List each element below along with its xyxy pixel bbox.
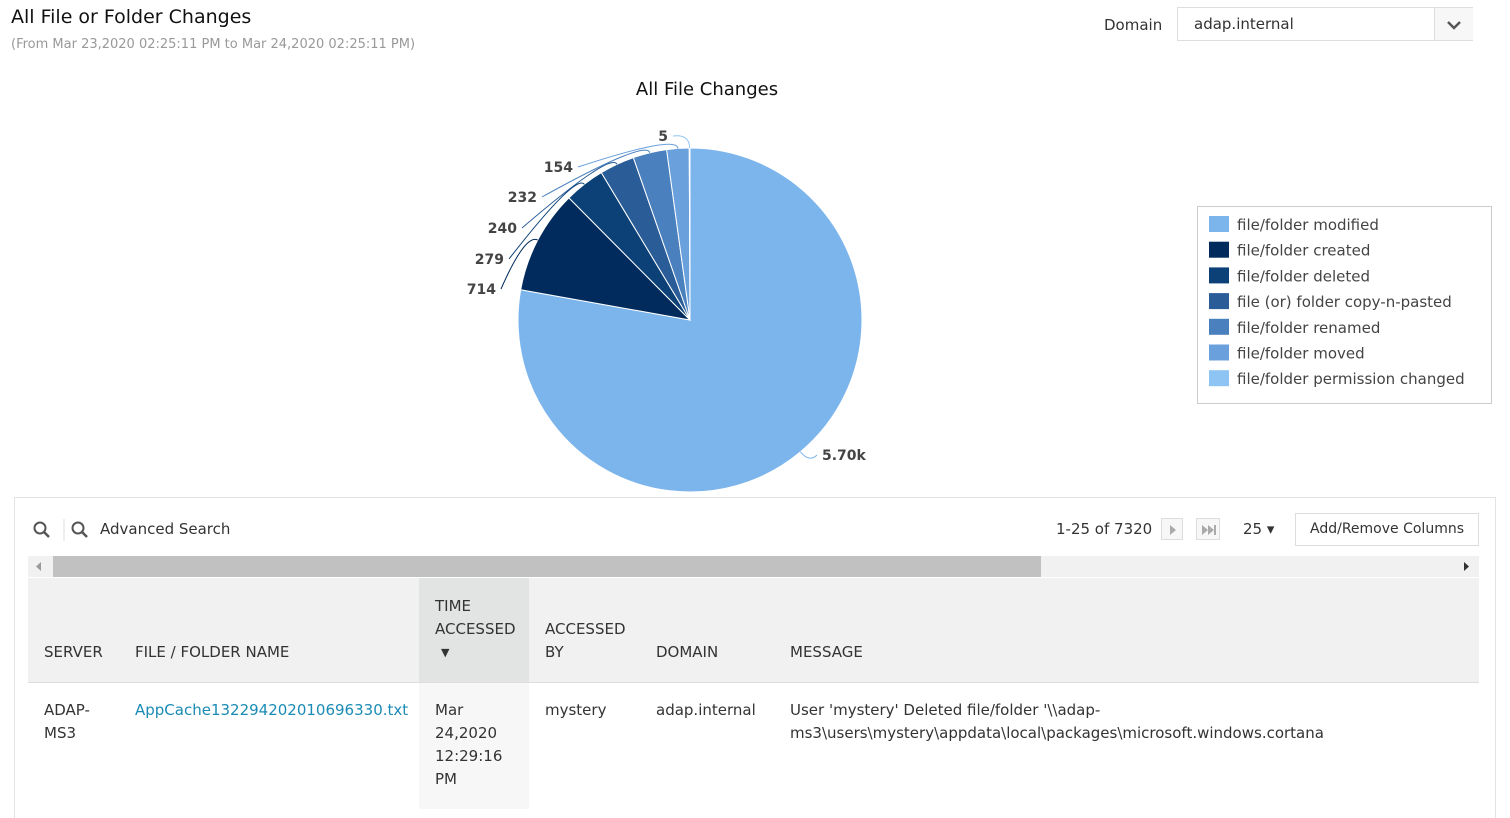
legend-swatch	[1209, 344, 1229, 361]
table-cell: ADAP-MS3	[28, 683, 119, 810]
column-header[interactable]: SERVER	[28, 578, 119, 683]
label-connector	[521, 162, 618, 229]
page-title: All File or Folder Changes	[11, 6, 252, 28]
paging-info: 1-25 of 7320	[1056, 520, 1153, 538]
legend-label: file/folder renamed	[1237, 319, 1380, 337]
scroll-left[interactable]	[34, 561, 44, 572]
legend-label: file (or) folder copy-n-pasted	[1237, 293, 1452, 311]
column-header[interactable]: TIME ACCESSED ▼	[419, 578, 529, 683]
h-scrollbar[interactable]	[28, 556, 1479, 577]
column-header[interactable]: FILE / FOLDER NAME	[119, 578, 419, 683]
domain-select[interactable]: adap.internal	[1177, 7, 1473, 41]
chart-title: All File Changes	[636, 79, 778, 100]
data-label: 714	[467, 282, 496, 298]
legend-label: file/folder created	[1237, 242, 1370, 260]
scroll-right[interactable]	[1462, 561, 1472, 572]
pie-slice	[688, 147, 691, 321]
page-size[interactable]: 25 ▾	[1243, 520, 1275, 538]
legend-swatch	[1209, 241, 1229, 258]
column-title: DOMAIN	[656, 643, 719, 661]
data-table: SERVER FILE / FOLDER NAME TIME ACCESSED ▼ AC…	[28, 578, 1479, 809]
dropdown-button[interactable]	[1434, 8, 1473, 40]
table-cell: Mar 24,2020 12:29:16 PM	[419, 682, 529, 809]
data-label: 5.70k	[822, 448, 867, 464]
grid-panel	[14, 497, 1496, 818]
legend-swatch	[1209, 370, 1229, 387]
column-title: FILE / FOLDER NAME	[135, 643, 290, 661]
legend-swatch	[1209, 318, 1229, 335]
table-row: ADAP-MS3 AppCache132294202010696330.txt Ma…	[28, 682, 1479, 810]
header-row: SERVER FILE / FOLDER NAME TIME ACCESSED ▼ AC…	[28, 578, 1479, 683]
column-title: ACCESSED BY	[545, 620, 626, 661]
legend-box	[1197, 206, 1492, 404]
column-header[interactable]: MESSAGE	[774, 578, 1479, 683]
data-label: 240	[488, 221, 517, 237]
data-label: 5	[658, 129, 668, 145]
pie-slice	[520, 197, 692, 321]
legend-label: file/folder modified	[1237, 216, 1379, 234]
last-page[interactable]	[1196, 518, 1220, 540]
advanced-search[interactable]: Advanced Search	[100, 520, 231, 538]
data-label: 279	[475, 252, 504, 268]
label-connector	[800, 451, 818, 459]
cell-text: adap.internal	[656, 701, 756, 719]
next-icon	[1170, 525, 1176, 535]
chart: All File Changes 5.70k 714 279 240 232 154 5 fi…	[467, 79, 1492, 493]
data-label: 154	[544, 160, 573, 176]
legend-label: file/folder moved	[1237, 345, 1365, 363]
last-icon	[1202, 525, 1216, 535]
sort-indicator: ▼	[441, 646, 450, 659]
scroll-thumb[interactable]	[53, 556, 1041, 577]
domain-label: Domain	[1104, 16, 1163, 34]
column-title: TIME ACCESSED	[435, 597, 516, 638]
label-connector	[508, 182, 585, 260]
label-connector	[500, 238, 538, 290]
column-title: MESSAGE	[790, 643, 863, 661]
page-size-value: 25	[1243, 520, 1263, 538]
label-connector	[672, 135, 691, 149]
table-cell: mystery	[529, 683, 640, 810]
table-cell: AppCache132294202010696330.txt	[119, 683, 419, 810]
columns-button[interactable]: Add/Remove Columns	[1295, 513, 1479, 546]
data-label: 232	[508, 190, 537, 206]
column-header[interactable]: DOMAIN	[640, 578, 774, 683]
label-connector	[577, 143, 679, 168]
chevron	[1447, 21, 1461, 30]
legend-label: file/folder permission changed	[1237, 370, 1465, 388]
cell-text: Mar 24,2020 12:29:16 PM	[435, 701, 503, 788]
table-cell: User 'mystery' Deleted file/folder '\\ad…	[774, 683, 1479, 810]
cell-text: mystery	[545, 701, 607, 719]
label-connector	[541, 149, 651, 198]
file-link[interactable]: AppCache132294202010696330.txt	[135, 701, 409, 719]
legend-swatch	[1209, 293, 1229, 310]
legend-swatch	[1209, 267, 1229, 284]
legend-swatch	[1209, 216, 1229, 232]
search-icons[interactable]	[32, 519, 92, 541]
pie-slice	[517, 147, 863, 493]
page-subtitle: (From Mar 23,2020 02:25:11 PM to Mar 24,…	[11, 37, 416, 52]
next-page[interactable]	[1161, 518, 1183, 540]
table-cell: adap.internal	[640, 683, 774, 810]
column-header[interactable]: ACCESSED BY	[529, 578, 640, 683]
column-title: SERVER	[44, 643, 103, 661]
cell-text: ADAP-MS3	[44, 701, 90, 742]
legend-label: file/folder deleted	[1237, 267, 1370, 285]
domain-value: adap.internal	[1194, 15, 1294, 33]
cell-text: User 'mystery' Deleted file/folder '\\ad…	[790, 701, 1324, 742]
